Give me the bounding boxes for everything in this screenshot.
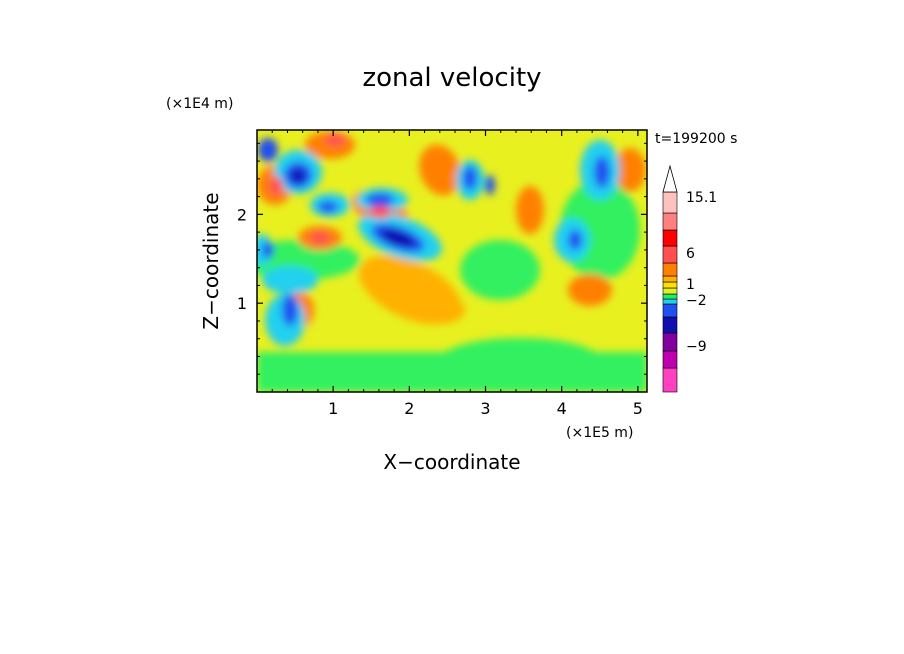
field-patch <box>460 240 540 300</box>
x-tick-label: 5 <box>633 399 643 418</box>
colorbar-swatch <box>662 245 678 264</box>
y-tick-label: 2 <box>237 205 247 224</box>
field-patch <box>568 274 612 306</box>
field-patch <box>262 242 274 258</box>
colorbar-swatch <box>662 367 678 393</box>
colorbar-swatch <box>662 316 678 334</box>
field-patch <box>568 230 582 250</box>
field-patch <box>262 266 318 294</box>
colorbar-swatch <box>662 281 678 289</box>
y-axis: 12 <box>237 142 647 375</box>
chart-title: zonal velocity <box>362 63 541 93</box>
field-patch <box>318 201 338 213</box>
y-unit-label: (×1E4 m) <box>166 96 233 112</box>
field-patch <box>282 294 298 326</box>
colorbar-extend-arrow <box>662 164 678 193</box>
field-patch <box>415 296 465 324</box>
colorbar-swatch <box>662 191 678 214</box>
colorbar-swatch <box>662 212 678 231</box>
plot-frame <box>256 129 648 393</box>
contour-field <box>257 130 647 392</box>
x-axis-label: X−coordinate <box>383 450 520 474</box>
y-axis-label: Z−coordinate <box>199 192 223 329</box>
field-patch <box>260 354 440 390</box>
field-patch <box>614 148 646 192</box>
field-patch <box>485 175 495 195</box>
field-patch <box>463 166 477 190</box>
colorbar-swatch <box>662 287 678 295</box>
colorbar-swatch <box>662 298 678 305</box>
x-axis: 1 2 3 4 5 <box>271 130 643 418</box>
colorbar-label: 6 <box>686 246 695 262</box>
colorbar-swatch <box>662 262 678 277</box>
x-tick-label: 1 <box>328 399 338 418</box>
field-patch <box>258 138 278 162</box>
colorbar-swatch <box>662 350 678 369</box>
colorbar-label: 1 <box>686 277 695 293</box>
colorbar-swatch <box>662 293 678 300</box>
field-patterns <box>257 131 647 392</box>
colorbar-label: 15.1 <box>686 190 717 206</box>
field-patch <box>366 193 394 207</box>
field-patch <box>291 169 305 183</box>
field-patch <box>516 186 544 234</box>
time-label: t=199200 s <box>655 131 737 147</box>
colorbar-swatch <box>662 229 678 247</box>
x-unit-label: (×1E5 m) <box>566 425 633 441</box>
x-tick-label: 4 <box>557 399 567 418</box>
colorbar-swatch <box>662 332 678 352</box>
field-patch <box>310 232 330 244</box>
colorbar: 15.1 6 1−2 −9 <box>662 164 717 393</box>
field-patch <box>419 144 461 196</box>
colorbar-label: −9 <box>686 339 707 355</box>
field-patch <box>594 156 610 188</box>
field-patch <box>325 134 345 146</box>
colorbar-label: −2 <box>686 293 707 309</box>
field-patch <box>368 206 392 218</box>
y-tick-label: 1 <box>237 294 247 313</box>
field-patch <box>380 228 416 248</box>
colorbar-swatch <box>662 275 678 283</box>
x-tick-label: 2 <box>404 399 414 418</box>
field-patch <box>269 177 283 195</box>
colorbar-swatch <box>662 303 678 318</box>
field-patch <box>440 338 600 382</box>
x-tick-label: 3 <box>480 399 490 418</box>
